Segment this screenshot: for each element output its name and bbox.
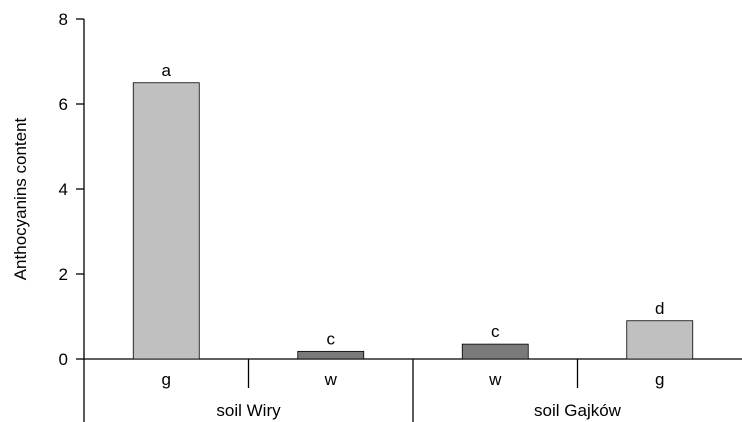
y-tick-label: 0 <box>59 350 68 369</box>
category-label: g <box>655 370 664 389</box>
y-tick-label: 6 <box>59 95 68 114</box>
bar <box>132 82 200 360</box>
y-tick-label: 8 <box>59 10 68 29</box>
significance-label: c <box>327 329 336 348</box>
y-axis-title: Anthocyanins content <box>11 117 30 280</box>
bar <box>626 320 694 360</box>
bars <box>132 82 694 360</box>
bar <box>461 343 529 360</box>
bar <box>297 350 365 360</box>
labels: a g c w c w d g soil Wiry soil Gajków <box>162 61 665 420</box>
significance-label: c <box>491 322 500 341</box>
axes: 0 2 4 6 8 Anthocyanins content <box>11 10 742 422</box>
category-label: w <box>324 370 338 389</box>
group-label: soil Gajków <box>534 401 622 420</box>
significance-label: a <box>162 61 172 80</box>
y-tick-label: 2 <box>59 265 68 284</box>
significance-label: d <box>655 299 664 318</box>
y-tick-label: 4 <box>59 180 68 199</box>
category-label: g <box>162 370 171 389</box>
category-label: w <box>488 370 502 389</box>
group-label: soil Wiry <box>216 401 281 420</box>
